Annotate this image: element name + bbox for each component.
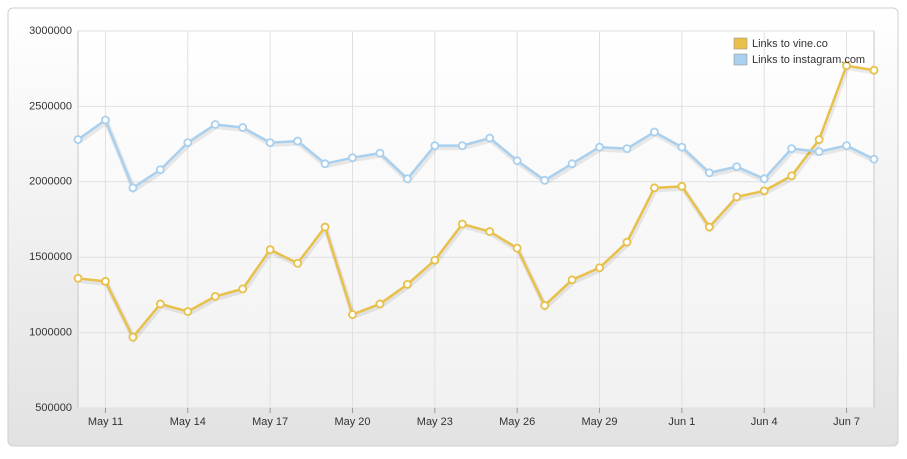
point bbox=[814, 135, 824, 144]
point bbox=[155, 165, 165, 175]
x-tick-label: May 23 bbox=[417, 416, 453, 428]
plot-area bbox=[77, 30, 875, 409]
point bbox=[430, 141, 440, 151]
x-tick-label: Jun 7 bbox=[833, 416, 860, 428]
point bbox=[485, 133, 495, 143]
point bbox=[842, 61, 851, 71]
legend-swatch bbox=[733, 53, 748, 66]
point bbox=[73, 273, 83, 283]
point bbox=[210, 120, 220, 129]
legend-label: Links to instagram.com bbox=[752, 54, 865, 66]
point bbox=[567, 159, 577, 169]
point bbox=[704, 168, 714, 178]
line-shadow bbox=[78, 64, 876, 344]
point bbox=[512, 156, 522, 166]
point bbox=[485, 227, 495, 236]
point bbox=[677, 181, 687, 191]
point bbox=[842, 141, 851, 151]
point bbox=[210, 292, 220, 301]
point bbox=[732, 162, 742, 172]
point bbox=[759, 174, 769, 184]
point bbox=[457, 141, 467, 151]
x-tick-label: May 17 bbox=[252, 416, 288, 428]
y-tick-label: 500000 bbox=[35, 402, 72, 414]
point bbox=[622, 237, 632, 247]
legend-swatch bbox=[733, 37, 748, 50]
y-tick-label: 3000000 bbox=[29, 25, 72, 37]
point bbox=[155, 299, 165, 309]
point bbox=[101, 115, 110, 125]
point bbox=[128, 332, 138, 342]
point bbox=[512, 243, 522, 253]
point bbox=[787, 144, 797, 154]
point bbox=[183, 138, 193, 147]
point bbox=[348, 310, 357, 319]
point bbox=[265, 245, 275, 255]
y-tick-label: 1500000 bbox=[29, 251, 72, 263]
y-tick-label: 1000000 bbox=[29, 327, 72, 339]
point bbox=[375, 148, 385, 158]
point bbox=[787, 171, 797, 181]
x-tick-label: May 26 bbox=[499, 416, 535, 428]
point bbox=[622, 144, 632, 154]
point bbox=[265, 138, 275, 147]
point bbox=[430, 255, 440, 265]
point bbox=[101, 276, 110, 286]
point bbox=[650, 127, 659, 137]
x-tick-label: May 14 bbox=[170, 416, 206, 428]
y-tick-label: 2500000 bbox=[29, 100, 72, 112]
point bbox=[869, 154, 879, 164]
point bbox=[128, 183, 138, 193]
point bbox=[320, 222, 330, 232]
point bbox=[869, 65, 879, 75]
point bbox=[704, 222, 714, 232]
point bbox=[238, 123, 248, 132]
point bbox=[595, 142, 604, 152]
x-tick-label: Jun 1 bbox=[668, 416, 695, 428]
point bbox=[540, 301, 550, 310]
point bbox=[238, 284, 248, 294]
point bbox=[402, 279, 412, 289]
point bbox=[814, 147, 824, 157]
point bbox=[320, 159, 330, 169]
point bbox=[183, 307, 193, 316]
point bbox=[457, 219, 467, 229]
point bbox=[540, 175, 550, 185]
point bbox=[348, 153, 357, 163]
point bbox=[293, 136, 302, 146]
x-tick-label: May 20 bbox=[334, 416, 370, 428]
point bbox=[677, 142, 687, 152]
legend-label: Links to vine.co bbox=[752, 38, 828, 50]
point bbox=[567, 275, 577, 285]
point bbox=[293, 258, 302, 268]
y-tick-label: 2000000 bbox=[29, 176, 72, 188]
x-tick-label: Jun 4 bbox=[751, 416, 778, 428]
point bbox=[73, 135, 83, 144]
point bbox=[375, 299, 385, 309]
x-tick-label: May 11 bbox=[88, 416, 123, 428]
series-line bbox=[77, 118, 875, 190]
x-tick-label: May 29 bbox=[581, 416, 617, 428]
point bbox=[650, 183, 659, 193]
point bbox=[402, 174, 412, 184]
series-line bbox=[77, 64, 875, 339]
point bbox=[759, 186, 769, 196]
point bbox=[595, 263, 604, 273]
point bbox=[732, 192, 742, 202]
line-shadow bbox=[77, 118, 877, 194]
